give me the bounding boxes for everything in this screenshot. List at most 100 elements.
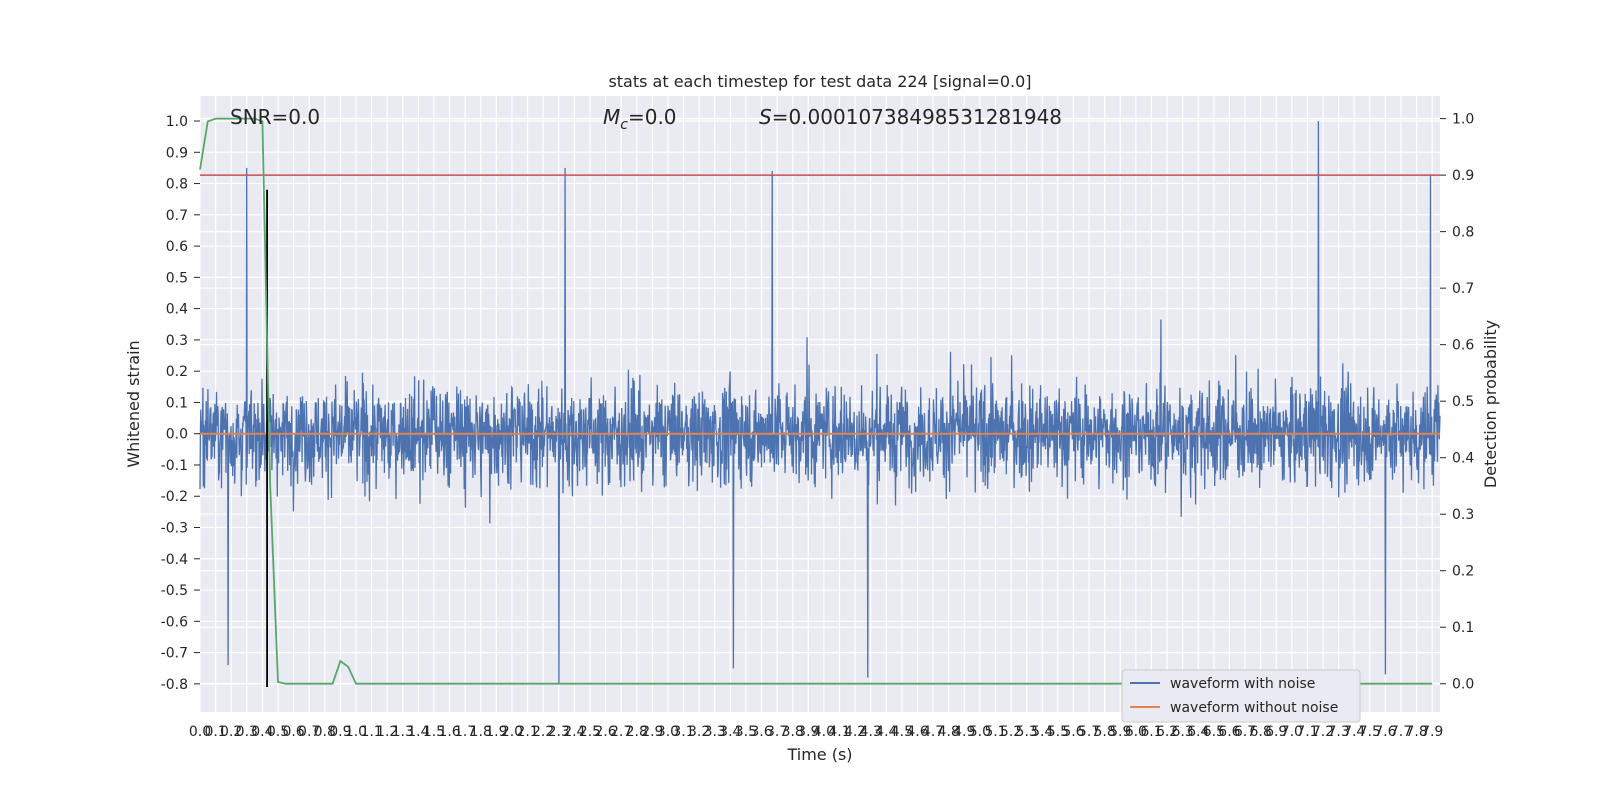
mc-annotation: Mc=0.0 <box>603 105 677 133</box>
x-tick-label: 1.3 <box>392 724 414 740</box>
x-tick-label: 4.2 <box>844 724 866 740</box>
y-left-tick-label: 0.9 <box>166 145 188 161</box>
x-tick-label: 2.5 <box>579 724 601 740</box>
x-tick-label: 1.8 <box>470 724 492 740</box>
x-tick-label: 1.1 <box>360 724 382 740</box>
y-right-tick-label: 0.1 <box>1452 620 1474 636</box>
x-tick-label: 6.8 <box>1249 724 1271 740</box>
y-axis-left-label: Whitened strain <box>124 340 143 467</box>
x-tick-label: 7.9 <box>1421 724 1443 740</box>
y-axis-right-ticks: 0.0 0.1 0.2 0.3 0.4 0.5 0.6 0.7 0.8 0.9 1.0 <box>1440 112 1474 693</box>
x-tick-label: 1.4 <box>407 724 429 740</box>
y-left-tick-label: 1.0 <box>166 114 188 130</box>
x-tick-label: 0.4 <box>251 724 273 740</box>
x-tick-label: 6.5 <box>1203 724 1225 740</box>
y-right-tick-label: 0.6 <box>1452 338 1474 354</box>
x-tick-label: 3.0 <box>657 724 679 740</box>
x-tick-label: 5.8 <box>1094 724 1116 740</box>
x-tick-label: 0.2 <box>220 724 242 740</box>
x-tick-label: 4.1 <box>828 724 850 740</box>
y-left-tick-label: 0.2 <box>166 364 188 380</box>
x-tick-label: 5.6 <box>1062 724 1084 740</box>
mc-value: =0.0 <box>628 105 677 129</box>
y-left-tick-label: 0.4 <box>166 302 188 318</box>
x-tick-label: 2.2 <box>532 724 554 740</box>
y-left-tick-label: -0.3 <box>161 521 188 537</box>
x-tick-label: 2.7 <box>610 724 632 740</box>
x-tick-label: 1.5 <box>423 724 445 740</box>
s-annotation: S=0.00010738498531281948 <box>759 105 1062 129</box>
x-tick-label: 0.1 <box>204 724 226 740</box>
x-tick-label: 0.9 <box>329 724 351 740</box>
x-tick-label: 0.8 <box>314 724 336 740</box>
x-tick-label: 4.0 <box>813 724 835 740</box>
legend-label-noise: waveform with noise <box>1170 676 1315 692</box>
y-left-tick-label: 0.6 <box>166 239 188 255</box>
s-value: =0.00010738498531281948 <box>772 105 1062 129</box>
x-tick-label: 2.9 <box>641 724 663 740</box>
x-tick-label: 7.0 <box>1281 724 1303 740</box>
x-tick-label: 3.5 <box>735 724 757 740</box>
mc-subscript: c <box>620 117 628 133</box>
x-tick-label: 7.8 <box>1405 724 1427 740</box>
x-tick-label: 3.6 <box>750 724 772 740</box>
x-tick-label: 4.9 <box>953 724 975 740</box>
s-symbol: S <box>759 105 772 129</box>
x-tick-label: 5.3 <box>1016 724 1038 740</box>
y-right-tick-label: 0.0 <box>1452 677 1474 693</box>
x-tick-label: 3.7 <box>766 724 788 740</box>
x-tick-label: 5.4 <box>1031 724 1053 740</box>
x-tick-label: 6.7 <box>1234 724 1256 740</box>
y-axis-left-ticks: -0.8 -0.7 -0.6 -0.5 -0.4 -0.3 -0.2 -0.1 0.0 0.1 0.… <box>161 114 200 693</box>
x-tick-label: 3.8 <box>782 724 804 740</box>
legend-label-clean: waveform without noise <box>1170 700 1338 716</box>
y-right-tick-label: 0.8 <box>1452 225 1474 241</box>
x-tick-label: 0.7 <box>298 724 320 740</box>
x-axis-ticks: 0.00.10.20.30.40.50.60.70.80.91.01.11.21… <box>189 724 1443 740</box>
x-tick-label: 5.0 <box>969 724 991 740</box>
x-tick-label: 1.7 <box>454 724 476 740</box>
x-tick-label: 5.9 <box>1109 724 1131 740</box>
x-tick-label: 6.6 <box>1218 724 1240 740</box>
series-waveform-with-noise <box>199 120 1441 684</box>
legend: waveform with noise waveform without noi… <box>1121 669 1361 723</box>
x-tick-label: 1.2 <box>376 724 398 740</box>
legend-frame <box>1121 669 1361 723</box>
x-tick-label: 7.5 <box>1359 724 1381 740</box>
x-tick-label: 2.8 <box>626 724 648 740</box>
y-right-tick-label: 0.5 <box>1452 394 1474 410</box>
y-left-tick-label: -0.5 <box>161 583 188 599</box>
x-tick-label: 6.0 <box>1125 724 1147 740</box>
x-tick-label: 6.4 <box>1187 724 1209 740</box>
x-tick-label: 1.6 <box>438 724 460 740</box>
x-tick-label: 2.1 <box>516 724 538 740</box>
y-left-tick-label: 0.0 <box>166 427 188 443</box>
x-tick-label: 6.1 <box>1140 724 1162 740</box>
x-tick-label: 6.3 <box>1172 724 1194 740</box>
x-tick-label: 3.9 <box>797 724 819 740</box>
x-tick-label: 1.0 <box>345 724 367 740</box>
y-left-tick-label: -0.4 <box>161 552 188 568</box>
x-tick-label: 4.6 <box>906 724 928 740</box>
x-tick-label: 3.3 <box>704 724 726 740</box>
x-tick-label: 5.1 <box>984 724 1006 740</box>
x-tick-label: 4.7 <box>922 724 944 740</box>
y-left-tick-label: 0.5 <box>166 270 188 286</box>
y-right-tick-label: 0.4 <box>1452 451 1474 467</box>
x-tick-label: 3.1 <box>672 724 694 740</box>
y-right-tick-label: 0.2 <box>1452 564 1474 580</box>
x-tick-label: 4.8 <box>938 724 960 740</box>
x-tick-label: 7.3 <box>1327 724 1349 740</box>
y-left-tick-label: 0.1 <box>166 395 188 411</box>
y-left-tick-label: -0.6 <box>161 614 188 630</box>
x-tick-label: 2.6 <box>594 724 616 740</box>
x-tick-label: 1.9 <box>485 724 507 740</box>
x-tick-label: 3.4 <box>719 724 741 740</box>
x-tick-label: 0.5 <box>267 724 289 740</box>
chart-title: stats at each timestep for test data 224… <box>608 72 1031 91</box>
x-tick-label: 6.9 <box>1265 724 1287 740</box>
x-tick-label: 2.0 <box>501 724 523 740</box>
y-left-tick-label: 0.8 <box>166 177 188 193</box>
x-tick-label: 5.7 <box>1078 724 1100 740</box>
x-tick-label: 7.6 <box>1374 724 1396 740</box>
